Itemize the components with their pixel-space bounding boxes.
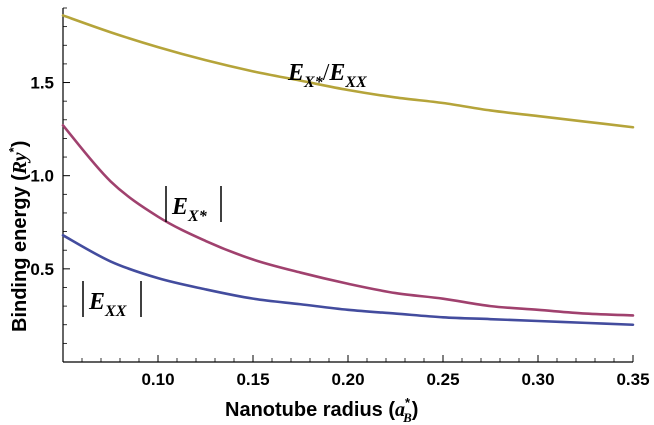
series-line-1: [61, 124, 635, 317]
x-tick-label: 0.35: [616, 370, 649, 389]
x-tick-label: 0.15: [236, 370, 269, 389]
svg-text:EXX: EXX: [88, 289, 127, 320]
y-axis-title: Binding energy (Ry*): [6, 141, 31, 332]
x-tick-label: 0.30: [521, 370, 554, 389]
y-tick-label: 0.5: [30, 260, 54, 279]
svg-text:EX*: EX*: [171, 194, 208, 225]
series-line-0: [61, 14, 635, 129]
svg-text:EX*/EXX: EX*/EXX: [287, 60, 367, 91]
y-tick-label: 1.5: [30, 74, 54, 93]
ticks: 0.10 0.15 0.20 0.25 0.30 0.35 0.5 1.0 1.5: [30, 7, 650, 389]
x-tick-label: 0.20: [331, 370, 364, 389]
series-label-ratio: EX*/EXX: [287, 60, 367, 91]
x-tick-label: 0.25: [426, 370, 459, 389]
x-tick-label: 0.10: [141, 370, 174, 389]
series-label-ex: EX*: [165, 186, 222, 225]
series-label-exx: EXX: [82, 281, 142, 320]
series-line-2: [61, 234, 635, 327]
x-axis-title: Nanotube radius (a* B): [225, 395, 418, 425]
curves: [61, 14, 635, 327]
y-tick-label: 1.0: [30, 167, 54, 186]
